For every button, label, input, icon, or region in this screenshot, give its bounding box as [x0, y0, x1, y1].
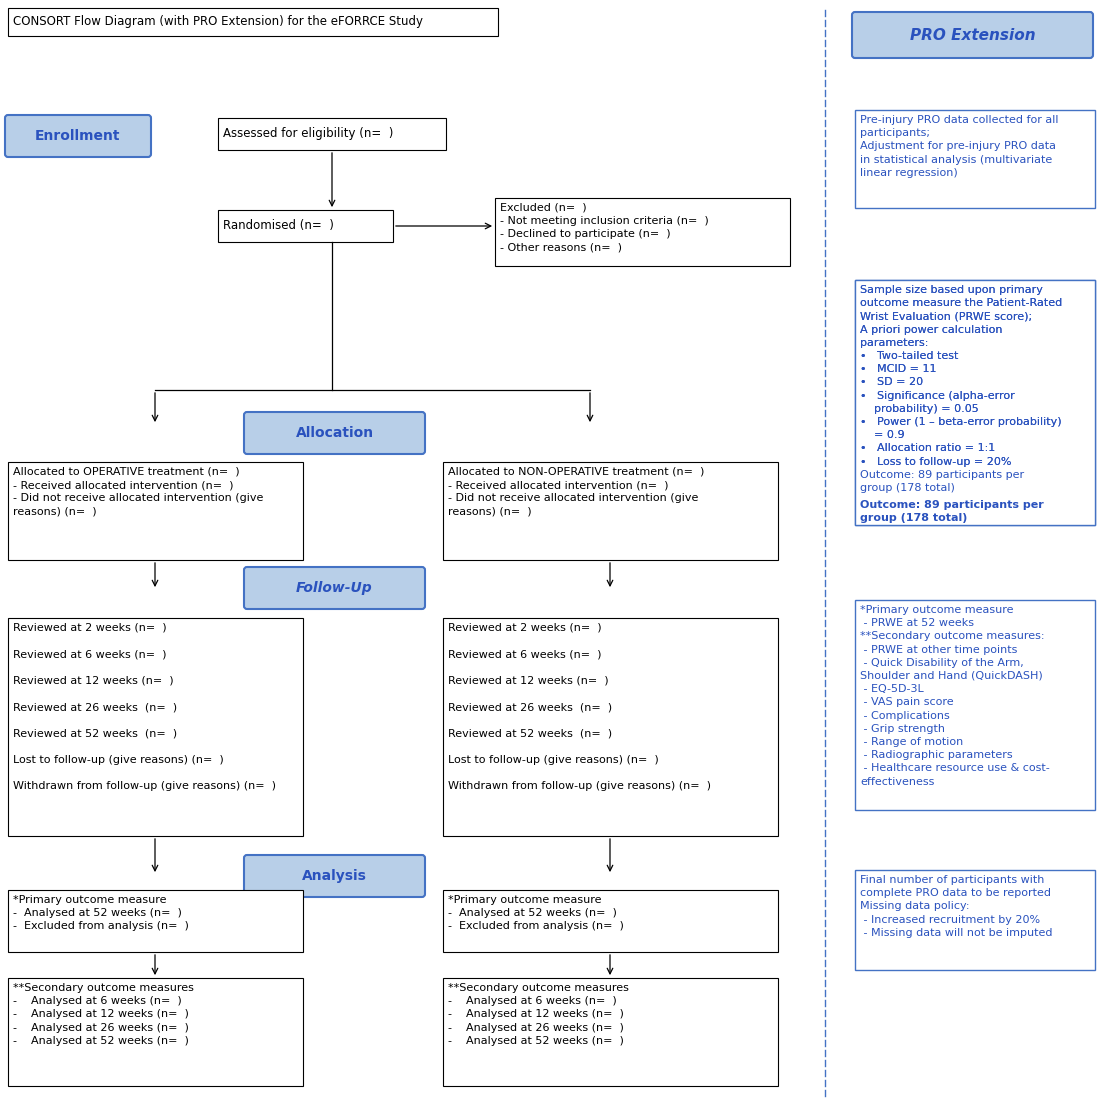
Text: Randomised (n=  ): Randomised (n= ) [223, 220, 333, 233]
FancyBboxPatch shape [855, 279, 1095, 525]
Text: Allocation: Allocation [295, 426, 374, 440]
FancyBboxPatch shape [8, 462, 303, 560]
FancyBboxPatch shape [855, 279, 1095, 525]
Text: Allocated to OPERATIVE treatment (n=  )
- Received allocated intervention (n=  ): Allocated to OPERATIVE treatment (n= ) -… [13, 467, 263, 517]
FancyBboxPatch shape [8, 978, 303, 1086]
FancyBboxPatch shape [495, 199, 791, 266]
FancyBboxPatch shape [8, 8, 498, 35]
Text: *Primary outcome measure
 - PRWE at 52 weeks
**Secondary outcome measures:
 - PR: *Primary outcome measure - PRWE at 52 we… [860, 606, 1049, 786]
FancyBboxPatch shape [244, 567, 425, 609]
FancyBboxPatch shape [443, 978, 778, 1086]
Text: Sample size based upon primary
outcome measure the Patient-Rated
Wrist Evaluatio: Sample size based upon primary outcome m… [860, 285, 1063, 494]
FancyBboxPatch shape [8, 618, 303, 836]
Text: Reviewed at 2 weeks (n=  )

Reviewed at 6 weeks (n=  )

Reviewed at 12 weeks (n=: Reviewed at 2 weeks (n= ) Reviewed at 6 … [448, 623, 711, 792]
Text: Sample size based upon primary
outcome measure the Patient-Rated
Wrist Evaluatio: Sample size based upon primary outcome m… [860, 285, 1063, 467]
Text: **Secondary outcome measures
-    Analysed at 6 weeks (n=  )
-    Analysed at 12: **Secondary outcome measures - Analysed … [13, 983, 194, 1046]
FancyBboxPatch shape [244, 855, 425, 897]
FancyBboxPatch shape [443, 891, 778, 952]
FancyBboxPatch shape [443, 618, 778, 836]
FancyBboxPatch shape [855, 869, 1095, 970]
Text: **Secondary outcome measures
-    Analysed at 6 weeks (n=  )
-    Analysed at 12: **Secondary outcome measures - Analysed … [448, 983, 629, 1046]
Text: PRO Extension: PRO Extension [910, 28, 1036, 42]
FancyBboxPatch shape [4, 115, 151, 157]
Text: Assessed for eligibility (n=  ): Assessed for eligibility (n= ) [223, 128, 394, 141]
Text: *Primary outcome measure
-  Analysed at 52 weeks (n=  )
-  Excluded from analysi: *Primary outcome measure - Analysed at 5… [448, 895, 624, 932]
Text: Allocated to NON-OPERATIVE treatment (n=  )
- Received allocated intervention (n: Allocated to NON-OPERATIVE treatment (n=… [448, 467, 705, 517]
Text: Analysis: Analysis [302, 869, 367, 883]
FancyBboxPatch shape [244, 413, 425, 454]
FancyBboxPatch shape [852, 12, 1093, 58]
FancyBboxPatch shape [855, 110, 1095, 208]
FancyBboxPatch shape [443, 462, 778, 560]
Text: Reviewed at 2 weeks (n=  )

Reviewed at 6 weeks (n=  )

Reviewed at 12 weeks (n=: Reviewed at 2 weeks (n= ) Reviewed at 6 … [13, 623, 277, 792]
Text: Outcome: 89 participants per
group (178 total): Outcome: 89 participants per group (178 … [860, 500, 1044, 523]
Text: CONSORT Flow Diagram (with PRO Extension) for the eFORRCE Study: CONSORT Flow Diagram (with PRO Extension… [13, 16, 423, 29]
Text: Excluded (n=  )
- Not meeting inclusion criteria (n=  )
- Declined to participat: Excluded (n= ) - Not meeting inclusion c… [500, 203, 709, 253]
FancyBboxPatch shape [855, 600, 1095, 810]
Text: Follow-Up: Follow-Up [297, 581, 372, 596]
FancyBboxPatch shape [219, 118, 446, 150]
FancyBboxPatch shape [8, 891, 303, 952]
Text: Final number of participants with
complete PRO data to be reported
Missing data : Final number of participants with comple… [860, 875, 1053, 938]
FancyBboxPatch shape [219, 210, 392, 242]
Text: Pre-injury PRO data collected for all
participants;
Adjustment for pre-injury PR: Pre-injury PRO data collected for all pa… [860, 115, 1058, 177]
Text: Enrollment: Enrollment [36, 129, 120, 143]
Text: *Primary outcome measure
-  Analysed at 52 weeks (n=  )
-  Excluded from analysi: *Primary outcome measure - Analysed at 5… [13, 895, 188, 932]
